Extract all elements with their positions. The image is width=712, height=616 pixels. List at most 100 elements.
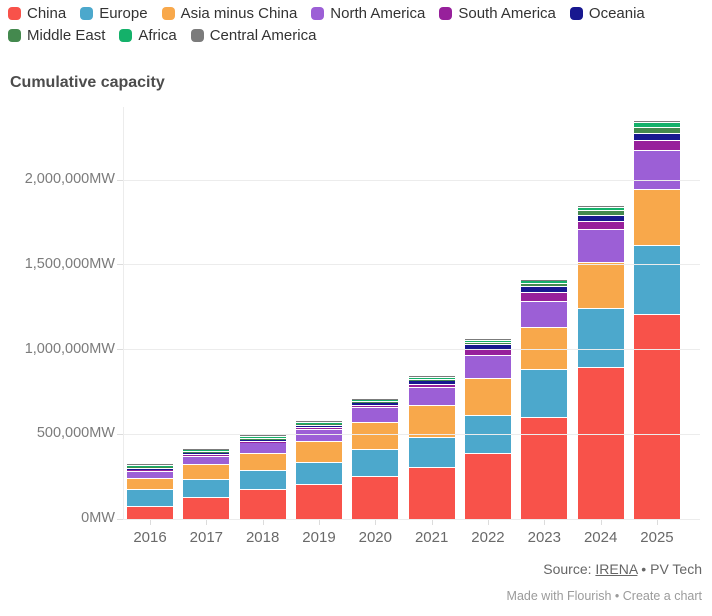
bar-segment-south-america-2019[interactable] — [295, 428, 342, 429]
bar-segment-asia-minus-china-2019[interactable] — [295, 441, 342, 463]
bar-segment-middle-east-2019[interactable] — [295, 424, 342, 425]
bar-segment-south-america-2021[interactable] — [408, 385, 455, 387]
bar-segment-north-america-2024[interactable] — [577, 230, 624, 263]
bar-segment-oceania-2018[interactable] — [239, 440, 286, 441]
bar-segment-africa-2019[interactable] — [295, 422, 342, 424]
bar-segment-north-america-2025[interactable] — [633, 150, 680, 189]
bar-segment-middle-east-2017[interactable] — [183, 451, 230, 453]
bar-segment-middle-east-2024[interactable] — [577, 211, 624, 216]
bar-segment-asia-minus-china-2022[interactable] — [464, 379, 511, 415]
bar-segment-china-2016[interactable] — [127, 507, 173, 519]
bar-segment-middle-east-2021[interactable] — [408, 379, 455, 381]
bar-segment-china-2021[interactable] — [408, 468, 455, 519]
bar-segment-middle-east-2018[interactable] — [239, 438, 286, 440]
bar-segment-central-america-2018[interactable] — [239, 435, 286, 436]
bar-segment-china-2022[interactable] — [464, 453, 511, 519]
bar-segment-china-2017[interactable] — [183, 497, 230, 519]
bar-segment-north-america-2021[interactable] — [408, 387, 455, 405]
bar-segment-middle-east-2020[interactable] — [352, 401, 399, 403]
legend-item-africa[interactable]: Africa — [119, 28, 177, 43]
legend-item-europe[interactable]: Europe — [80, 6, 148, 21]
legend-item-asia-minus-china[interactable]: Asia minus China — [161, 6, 297, 21]
bar-segment-africa-2020[interactable] — [352, 400, 399, 401]
bar-segment-europe-2021[interactable] — [408, 437, 455, 468]
bar-segment-africa-2018[interactable] — [239, 436, 286, 438]
bar-segment-north-america-2022[interactable] — [464, 355, 511, 379]
bar-segment-china-2019[interactable] — [295, 485, 342, 519]
bar-segment-oceania-2022[interactable] — [464, 345, 511, 349]
bar-segment-south-america-2024[interactable] — [577, 222, 624, 230]
bar-segment-europe-2016[interactable] — [127, 489, 173, 507]
legend-item-oceania[interactable]: Oceania — [569, 6, 645, 21]
bar-segment-central-america-2023[interactable] — [521, 279, 568, 281]
bar-segment-asia-minus-china-2017[interactable] — [183, 465, 230, 479]
bar-segment-asia-minus-china-2018[interactable] — [239, 453, 286, 470]
bar-segment-north-america-2017[interactable] — [183, 456, 230, 465]
bar-segment-africa-2016[interactable] — [127, 465, 173, 467]
source-link-irena[interactable]: IRENA — [595, 561, 638, 577]
bar-segment-oceania-2021[interactable] — [408, 381, 455, 385]
bar-segment-middle-east-2022[interactable] — [464, 343, 511, 345]
bar-segment-china-2020[interactable] — [352, 476, 399, 519]
bar-segment-oceania-2023[interactable] — [521, 287, 568, 293]
bar-segment-central-america-2022[interactable] — [464, 339, 511, 340]
bar-segment-asia-minus-china-2021[interactable] — [408, 405, 455, 437]
bar-segment-asia-minus-china-2020[interactable] — [352, 423, 399, 450]
bar-segment-oceania-2017[interactable] — [183, 453, 230, 455]
bar-segment-asia-minus-china-2023[interactable] — [521, 327, 568, 370]
legend-item-middle-east[interactable]: Middle East — [8, 28, 105, 43]
bar-segment-europe-2024[interactable] — [577, 309, 624, 368]
bar-segment-africa-2017[interactable] — [183, 450, 230, 451]
legend-item-central-america[interactable]: Central America — [190, 28, 316, 43]
bar-segment-middle-east-2023[interactable] — [521, 284, 568, 287]
bar-segment-africa-2023[interactable] — [521, 281, 568, 284]
bar-segment-china-2023[interactable] — [521, 417, 568, 519]
bar-segment-oceania-2025[interactable] — [633, 133, 680, 140]
bar-segment-middle-east-2025[interactable] — [633, 127, 680, 133]
bar-segment-oceania-2024[interactable] — [577, 216, 624, 222]
bar-segment-africa-2021[interactable] — [408, 378, 455, 379]
bar-segment-south-america-2023[interactable] — [521, 293, 568, 302]
legend-item-south-america[interactable]: South America — [439, 6, 556, 21]
legend-item-china[interactable]: China — [8, 6, 66, 21]
bar-segment-central-america-2016[interactable] — [127, 463, 173, 465]
bar-segment-central-america-2021[interactable] — [408, 376, 455, 378]
bar-segment-europe-2018[interactable] — [239, 470, 286, 490]
bar-segment-europe-2025[interactable] — [633, 246, 680, 315]
bar-segment-north-america-2019[interactable] — [295, 429, 342, 441]
bar-segment-south-america-2020[interactable] — [352, 406, 399, 408]
bar-segment-europe-2017[interactable] — [183, 479, 230, 497]
bar-segment-north-america-2023[interactable] — [521, 302, 568, 327]
bar-segment-central-america-2017[interactable] — [183, 448, 230, 450]
bar-segment-asia-minus-china-2025[interactable] — [633, 189, 680, 246]
legend-item-north-america[interactable]: North America — [311, 6, 425, 21]
bar-segment-africa-2025[interactable] — [633, 122, 680, 127]
bar-segment-north-america-2016[interactable] — [127, 471, 173, 478]
bar-segment-asia-minus-china-2016[interactable] — [127, 478, 173, 489]
bar-segment-europe-2023[interactable] — [521, 370, 568, 417]
bar-segment-oceania-2020[interactable] — [352, 403, 399, 406]
bar-segment-africa-2024[interactable] — [577, 207, 624, 211]
bar-segment-oceania-2016[interactable] — [127, 468, 173, 470]
bar-segment-china-2018[interactable] — [239, 490, 286, 519]
bar-segment-china-2025[interactable] — [633, 315, 680, 519]
bar-segment-south-america-2025[interactable] — [633, 140, 680, 150]
bar-segment-south-america-2016[interactable] — [127, 470, 173, 471]
bar-segment-middle-east-2016[interactable] — [127, 467, 173, 468]
bar-segment-africa-2022[interactable] — [464, 341, 511, 343]
bar-segment-central-america-2025[interactable] — [633, 121, 680, 122]
bar-segment-north-america-2018[interactable] — [239, 443, 286, 453]
bar-segment-europe-2019[interactable] — [295, 463, 342, 485]
bar-segment-north-america-2020[interactable] — [352, 408, 399, 423]
bar-segment-europe-2020[interactable] — [352, 450, 399, 476]
bar-segment-central-america-2020[interactable] — [352, 398, 399, 400]
bar-segment-south-america-2017[interactable] — [183, 455, 230, 456]
bar-segment-south-america-2022[interactable] — [464, 349, 511, 355]
bar-segment-central-america-2019[interactable] — [295, 421, 342, 422]
bar-segment-oceania-2019[interactable] — [295, 425, 342, 428]
bar-segment-south-america-2018[interactable] — [239, 441, 286, 443]
bar-segment-central-america-2024[interactable] — [577, 205, 624, 207]
bar-segment-china-2024[interactable] — [577, 368, 624, 519]
create-a-chart-link[interactable]: Create a chart — [622, 589, 702, 603]
bar-segment-asia-minus-china-2024[interactable] — [577, 263, 624, 309]
